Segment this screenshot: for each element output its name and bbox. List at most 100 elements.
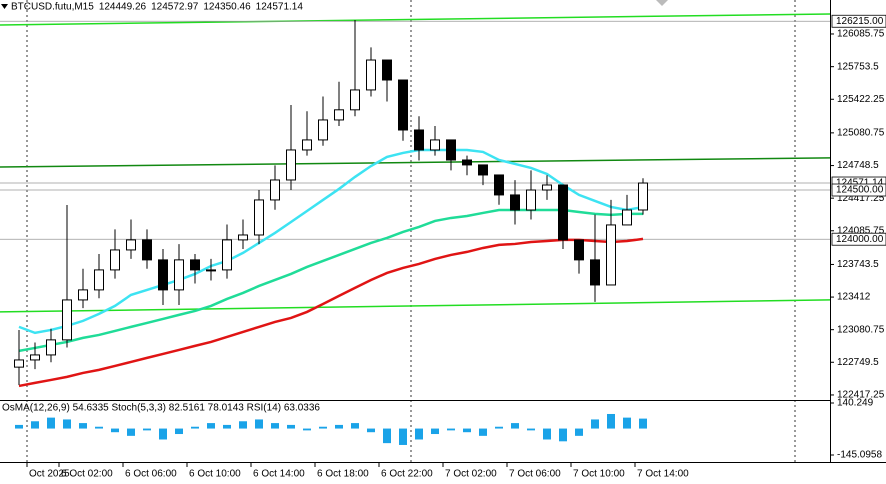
osma-bar xyxy=(575,428,583,436)
x-tick-label: 7 Oct 10:00 xyxy=(573,469,625,480)
candle-body xyxy=(78,289,88,301)
candle-body xyxy=(398,79,408,131)
indicator-title: OsMA(12,26,9) 54.6335 Stoch(5,3,3) 82.51… xyxy=(2,403,320,414)
menu-icon xyxy=(1,4,8,9)
candle-body xyxy=(174,259,184,291)
candle-body xyxy=(462,159,472,166)
y-tick-label: 124085.75 xyxy=(837,225,885,236)
candle-body xyxy=(142,239,152,261)
candle-body xyxy=(126,239,136,251)
candle-body xyxy=(558,184,568,241)
osma-bar xyxy=(431,428,439,435)
osma-bar xyxy=(319,426,327,429)
ohlc-value: 124572.97 xyxy=(151,2,199,13)
chart-title: BTCUSD.futu,M15 xyxy=(11,2,94,13)
x-tick-label: 6 Oct 02:00 xyxy=(61,469,113,480)
candle-body xyxy=(158,259,168,291)
trendline xyxy=(0,13,831,26)
y-tick-label: 122749.5 xyxy=(837,357,879,368)
y-tick-label: 123412 xyxy=(837,292,871,303)
osma-bar xyxy=(367,428,375,433)
x-tick-label: Oct 2025 xyxy=(29,469,70,480)
osma-bar xyxy=(191,426,199,429)
candle-body xyxy=(318,119,328,141)
osma-bar xyxy=(15,424,23,429)
level-label: 124500.00 xyxy=(836,185,884,196)
ohlc-value: 124571.14 xyxy=(256,2,304,13)
y-tick-label: 126085.75 xyxy=(837,29,885,40)
osma-bar xyxy=(287,424,295,429)
candle-body xyxy=(30,354,40,361)
candle-body xyxy=(446,139,456,161)
level-box xyxy=(831,183,886,197)
x-tick-label: 6 Oct 14:00 xyxy=(253,469,305,480)
osma-bar xyxy=(79,423,87,429)
y-tick-label: 122417.25 xyxy=(837,390,885,401)
level-label: 126215.00 xyxy=(836,16,884,27)
candle-body xyxy=(494,174,504,196)
osma-bar xyxy=(127,428,135,436)
candle-body xyxy=(270,179,280,201)
candle-body xyxy=(222,239,232,271)
candle-body xyxy=(190,259,200,271)
x-tick-label: 7 Oct 06:00 xyxy=(509,469,561,480)
osma-bar xyxy=(351,423,359,429)
y-tick-label: 125753.5 xyxy=(837,61,879,72)
x-tick-label: 7 Oct 14:00 xyxy=(637,469,689,480)
x-tick-label: 6 Oct 18:00 xyxy=(317,469,369,480)
level-label: 124000.00 xyxy=(836,234,884,245)
moving-average xyxy=(18,148,644,335)
osma-bar xyxy=(383,428,391,444)
candle-body xyxy=(62,299,72,341)
candle-body xyxy=(14,359,24,368)
osma-bar xyxy=(95,426,103,429)
osma-bar xyxy=(271,423,279,429)
candle-body xyxy=(94,269,104,291)
candle-body xyxy=(286,149,296,181)
y-tick-label: 124748.5 xyxy=(837,160,879,171)
moving-average xyxy=(18,237,644,388)
osma-bar xyxy=(303,428,311,431)
candle-body xyxy=(430,139,440,151)
candle-body xyxy=(638,182,648,211)
candle-body xyxy=(606,224,616,286)
osma-bar xyxy=(175,428,183,435)
osma-bar xyxy=(591,419,599,429)
candle-body xyxy=(542,184,552,191)
osma-bar xyxy=(239,421,247,429)
ohlc-value: 124449.26 xyxy=(99,2,147,13)
osma-bar xyxy=(639,418,647,429)
osma-bar xyxy=(463,428,471,433)
candle-body xyxy=(110,249,120,271)
osma-bar xyxy=(335,424,343,429)
osma-bar xyxy=(31,421,39,429)
scroll-icon xyxy=(656,0,668,6)
candle-body xyxy=(510,194,520,211)
y-tick-label: 123743.5 xyxy=(837,259,879,270)
y-tick-label: 125080.75 xyxy=(837,128,885,139)
level-box xyxy=(831,232,886,246)
y-tick-label: 124417.25 xyxy=(837,193,885,204)
candle-body xyxy=(366,59,376,91)
indicator-tick-label: 140.249 xyxy=(837,398,874,409)
candle-body xyxy=(254,199,264,236)
candle-body xyxy=(382,59,392,81)
osma-bar xyxy=(559,428,567,442)
candle-body xyxy=(350,89,360,111)
trendline xyxy=(0,157,831,168)
osma-bar xyxy=(607,413,615,429)
x-tick-label: 6 Oct 10:00 xyxy=(189,469,241,480)
level-box xyxy=(831,14,886,28)
moving-average xyxy=(18,208,643,353)
candle-body xyxy=(414,129,424,151)
osma-bar xyxy=(159,428,167,440)
y-tick-label: 125422.25 xyxy=(837,94,885,105)
y-tick-label: 123080.75 xyxy=(837,324,885,335)
candle-body xyxy=(206,269,216,272)
osma-bar xyxy=(447,428,455,431)
osma-bar xyxy=(415,428,423,440)
osma-bar xyxy=(111,428,119,433)
candle-body xyxy=(622,209,632,226)
trendline xyxy=(0,299,831,313)
osma-bar xyxy=(511,423,519,429)
